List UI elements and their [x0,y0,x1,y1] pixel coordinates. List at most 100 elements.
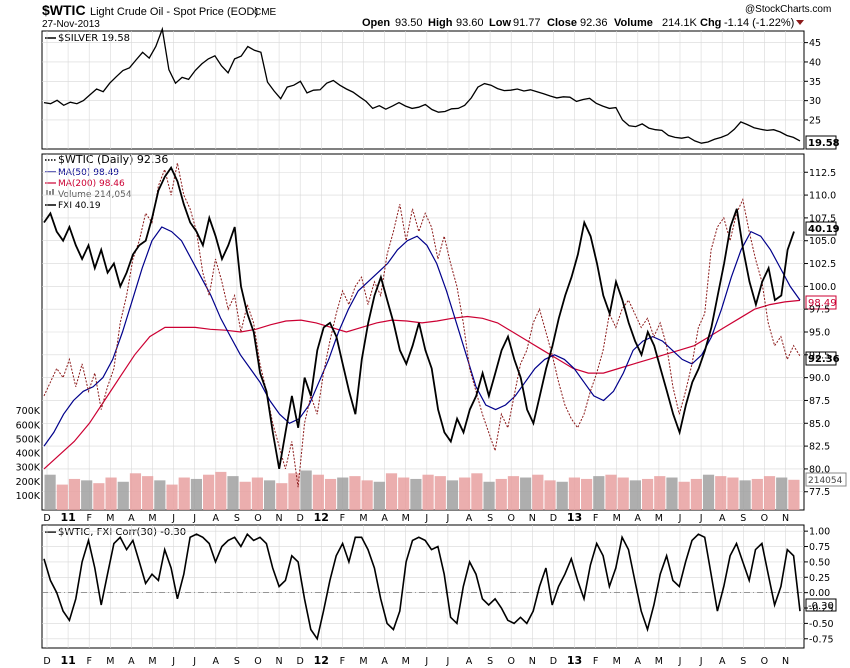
x-tick-label: A [719,656,726,667]
x-tick-label: N [782,513,789,524]
price-y-tick-label: 110.0 [809,191,836,202]
volume-bar [129,473,142,510]
volume-bar [629,480,641,510]
x-tick-label: F [86,656,91,667]
x-tick-label: M [359,656,367,667]
volume-bar [727,477,739,510]
price-y-tick-label: 80.0 [809,464,830,475]
x-tick-label: M [613,513,621,524]
volume-bar [373,481,385,510]
silver-y-tick-label: 35 [809,77,821,88]
x-tick-label: J [171,656,175,667]
corr-y-tick-label: 0.25 [809,573,830,584]
x-tick-label: S [487,656,493,667]
x-tick-label: M [106,656,114,667]
ma50-line [43,226,801,447]
price-y-tick-label: 107.5 [809,213,836,224]
volume-bar [763,476,776,510]
volume-last-value-box: 214054 [805,472,847,487]
volume-bar [251,477,263,510]
price-y-tick-label: 82.5 [809,442,830,453]
volume-bar [44,474,56,510]
volume-bar [410,478,422,510]
x-tick-label: J [171,513,175,524]
x-tick-label: O [761,656,768,667]
volume-bar [666,477,678,510]
x-tick-label: A [213,656,220,667]
volume-bar [117,481,129,510]
volume-label: Volume [614,17,653,29]
volume-bar [605,474,617,510]
corr-legend: $WTIC, FXI Corr(30) -0.30 [45,527,186,538]
volume-bar [142,476,154,510]
volume-bar [654,476,666,510]
volume-bar [263,480,276,510]
volume-bar [227,476,239,510]
x-tick-label: A [466,513,473,524]
corr-y-tick-label: -0.75 [809,634,834,645]
fxi-line [43,165,795,470]
volume-bar [507,476,520,510]
x-tick-label: J [445,513,449,524]
volume-bar [190,478,203,510]
volume-bar [495,478,507,510]
wtic-last-value: 92.36 [808,354,840,365]
volume-bar [532,474,544,510]
corr-y-tick-label: -0.50 [809,619,834,630]
x-tick-label: A [128,656,135,667]
volume-bar [312,474,324,510]
volume-tick-label: 700K [16,406,41,417]
silver-last-value: 19.58 [808,138,840,149]
chart-date: 27-Nov-2013 [42,19,100,30]
x-tick-label: J [424,513,428,524]
silver-y-tick-label: 25 [809,115,821,126]
x-tick-label: A [213,513,220,524]
volume-bar [422,474,434,510]
x-tick-label: S [487,513,493,524]
volume-last-value: 214054 [808,476,843,486]
volume-bar [385,473,398,510]
high-value: 93.60 [456,17,484,29]
corr-line [43,532,801,641]
close-value: 92.36 [580,17,608,29]
x-tick-label: M [402,513,410,524]
x-tick-label: A [381,656,388,667]
x-tick-label: A [381,513,388,524]
x-tick-label: F [340,513,345,524]
x-tick-label: F [86,513,91,524]
exchange: CME [254,7,277,18]
x-tick-label: S [234,513,240,524]
x-tick-label: 12 [314,654,329,667]
x-tick-label: J [699,656,703,667]
silver-y-tick-label: 45 [809,38,821,49]
volume-value: 214.1K [662,17,698,29]
x-tick-label: 13 [567,654,582,667]
price-y-tick-label: 77.5 [809,487,830,498]
price-y-tick-label: 100.0 [809,282,836,293]
price-y-tick-label: 90.0 [809,373,830,384]
volume-bar [702,474,715,510]
silver-last-value-box: 19.58 [805,135,840,150]
fxi-last-value: 40.19 [808,224,840,235]
x-tick-label: M [359,513,367,524]
price-y-tick-label: 102.5 [809,259,836,270]
x-tick-label: A [635,513,642,524]
x-tick-label: D [297,656,304,667]
volume-bar [471,473,483,510]
volume-bar [568,477,581,510]
x-tick-label: M [148,656,156,667]
corr-y-tick-label: 0.50 [809,557,830,568]
volume-bar [337,477,349,510]
price-y-tick-label: 105.0 [809,236,836,247]
x-tick-label: J [192,513,196,524]
x-tick-label: S [234,656,240,667]
price-y-tick-label: 92.5 [809,350,830,361]
price-y-tick-label: 95.0 [809,328,830,339]
chg-down-icon [796,20,804,25]
volume-bar [483,481,495,510]
volume-bar [93,483,105,510]
volume-bar [215,471,227,510]
x-tick-label: F [593,513,598,524]
open-label: Open [362,17,390,29]
open-value: 93.50 [395,17,423,29]
